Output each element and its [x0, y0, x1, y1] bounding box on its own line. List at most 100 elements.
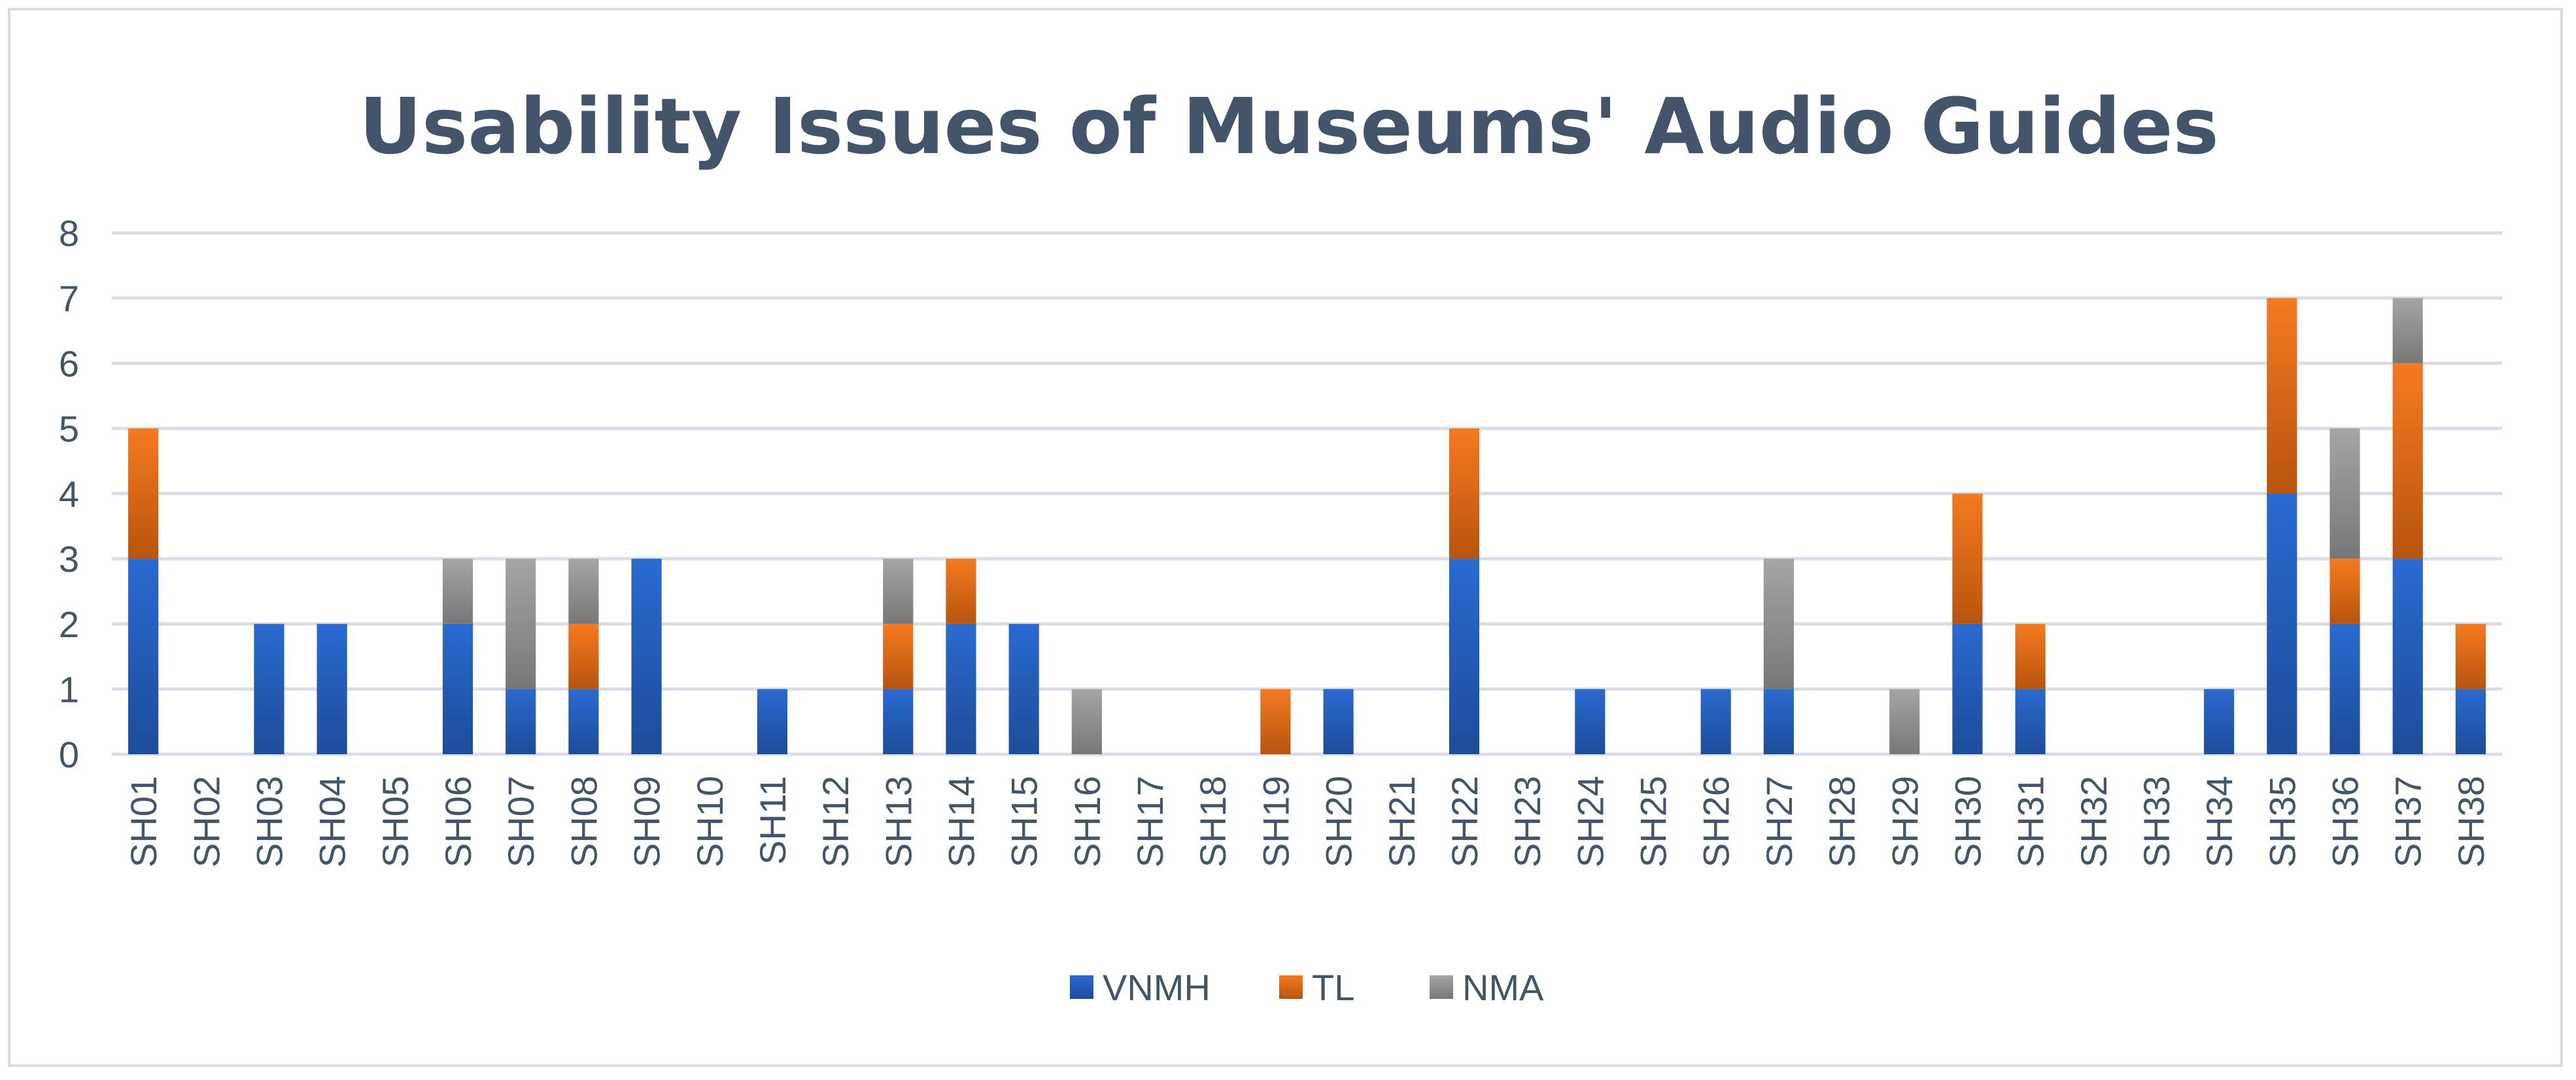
bar-segment-tl-sh31: [2015, 623, 2046, 689]
bar-segment-nma-sh13: [883, 559, 914, 624]
x-tick-label: SH10: [689, 776, 730, 867]
x-tick-label: SH15: [1004, 776, 1045, 867]
bar-segment-vnmh-sh07: [506, 689, 536, 754]
y-tick-label: 7: [59, 278, 79, 319]
x-tick-label: SH17: [1129, 776, 1171, 867]
bar-segment-vnmh-sh24: [1575, 689, 1606, 754]
x-axis-tick-labels: SH01 SH02 SH03 SH04 SH05 SH06 SH07 SH08 SH09 SH10…: [123, 776, 2492, 867]
bar-segment-tl-sh22: [1449, 428, 1480, 559]
bar-segment-vnmh-sh30: [1952, 623, 1983, 754]
y-tick-label: 1: [59, 669, 79, 710]
y-tick-label: 3: [59, 538, 79, 580]
x-tick-label: SH09: [627, 776, 668, 867]
bar-segment-vnmh-sh38: [2455, 689, 2486, 754]
legend-swatch-vnmh: [1070, 975, 1093, 999]
y-tick-label: 2: [59, 604, 79, 645]
legend-swatch-nma: [1430, 975, 1453, 999]
bar-segment-vnmh-sh06: [442, 623, 473, 754]
bar-segment-vnmh-sh27: [1763, 689, 1794, 754]
x-tick-label: SH07: [500, 776, 541, 867]
bar-segment-vnmh-sh14: [946, 623, 976, 754]
legend-label-tl: TL: [1312, 967, 1354, 1008]
chart-frame: Usability Issues of Museums' Audio Guide…: [8, 8, 2563, 1067]
bar-segment-vnmh-sh11: [757, 689, 788, 754]
bar-segment-tl-sh30: [1952, 493, 1983, 624]
x-tick-label: SH03: [249, 776, 290, 867]
bar-segment-vnmh-sh35: [2267, 493, 2297, 754]
bar-segment-vnmh-sh15: [1008, 623, 1039, 754]
x-tick-label: SH16: [1067, 776, 1108, 867]
bar-segment-vnmh-sh26: [1700, 689, 1731, 754]
bar-segment-vnmh-sh01: [128, 559, 159, 754]
x-tick-label: SH20: [1318, 776, 1360, 867]
x-tick-label: SH27: [1759, 776, 1800, 867]
bar-segment-tl-sh19: [1260, 689, 1291, 754]
bar-segment-nma-sh06: [442, 559, 473, 624]
bar-segment-tl-sh37: [2392, 363, 2423, 559]
x-tick-label: SH25: [1633, 776, 1674, 867]
bar-segment-tl-sh13: [883, 623, 914, 689]
x-tick-label: SH29: [1884, 776, 1925, 867]
y-axis-tick-labels: 0 1 2 3 4 5 6 7 8: [59, 213, 79, 775]
legend: VNMH TL NMA: [1070, 967, 1544, 1008]
bar-segment-vnmh-sh34: [2204, 689, 2235, 754]
bar-segment-vnmh-sh31: [2015, 689, 2046, 754]
x-tick-label: SH06: [438, 776, 479, 867]
y-tick-label: 6: [59, 343, 79, 384]
x-tick-label: SH35: [2261, 776, 2303, 867]
x-tick-label: SH24: [1570, 776, 1611, 867]
x-tick-label: SH02: [186, 776, 227, 867]
x-tick-label: SH04: [312, 776, 353, 867]
bar-segment-tl-sh38: [2455, 623, 2486, 689]
x-tick-label: SH18: [1192, 776, 1233, 867]
bar-segment-vnmh-sh09: [631, 559, 662, 754]
x-tick-label: SH26: [1696, 776, 1737, 867]
x-tick-label: SH34: [2199, 776, 2240, 867]
bar-segment-nma-sh16: [1071, 689, 1102, 754]
bar-segment-tl-sh01: [128, 428, 159, 559]
bars: [128, 298, 2486, 754]
bar-segment-nma-sh08: [568, 559, 599, 624]
bar-segment-tl-sh36: [2329, 559, 2360, 624]
y-tick-label: 0: [59, 734, 79, 775]
x-tick-label: SH37: [2388, 776, 2429, 867]
x-tick-label: SH28: [1821, 776, 1863, 867]
bar-segment-vnmh-sh37: [2392, 559, 2423, 754]
y-tick-label: 8: [59, 213, 79, 254]
bar-segment-vnmh-sh20: [1323, 689, 1354, 754]
x-tick-label: SH33: [2136, 776, 2177, 867]
x-tick-label: SH36: [2325, 776, 2366, 867]
x-tick-label: SH01: [123, 776, 164, 867]
bar-segment-vnmh-sh04: [317, 623, 347, 754]
x-tick-label: SH32: [2073, 776, 2114, 867]
legend-swatch-tl: [1279, 975, 1303, 999]
bar-segment-nma-sh37: [2392, 298, 2423, 364]
bar-segment-nma-sh36: [2329, 428, 2360, 559]
x-tick-label: SH21: [1381, 776, 1422, 867]
stacked-bar-chart: Usability Issues of Museums' Audio Guide…: [59, 81, 2502, 1008]
x-tick-label: SH14: [940, 776, 982, 867]
bar-segment-tl-sh14: [946, 559, 976, 624]
bar-segment-vnmh-sh22: [1449, 559, 1480, 754]
y-tick-label: 5: [59, 408, 79, 449]
bar-segment-vnmh-sh03: [254, 623, 284, 754]
x-tick-label: SH30: [1947, 776, 1988, 867]
x-tick-label: SH23: [1507, 776, 1548, 867]
x-tick-label: SH11: [752, 776, 793, 865]
x-tick-label: SH38: [2450, 776, 2492, 867]
x-tick-label: SH19: [1255, 776, 1296, 867]
x-tick-label: SH12: [815, 776, 856, 867]
bar-segment-vnmh-sh13: [883, 689, 914, 754]
bar-segment-nma-sh27: [1763, 559, 1794, 689]
bar-segment-vnmh-sh36: [2329, 623, 2360, 754]
bar-segment-nma-sh29: [1889, 689, 1920, 754]
legend-label-vnmh: VNMH: [1103, 967, 1211, 1008]
bar-segment-nma-sh07: [506, 559, 536, 689]
bar-segment-vnmh-sh08: [568, 689, 599, 754]
bar-segment-tl-sh35: [2267, 298, 2297, 494]
chart-title: Usability Issues of Museums' Audio Guide…: [359, 81, 2219, 171]
legend-label-nma: NMA: [1462, 967, 1544, 1008]
x-tick-label: SH08: [563, 776, 604, 867]
x-tick-label: SH05: [375, 776, 416, 867]
x-tick-label: SH13: [878, 776, 919, 867]
